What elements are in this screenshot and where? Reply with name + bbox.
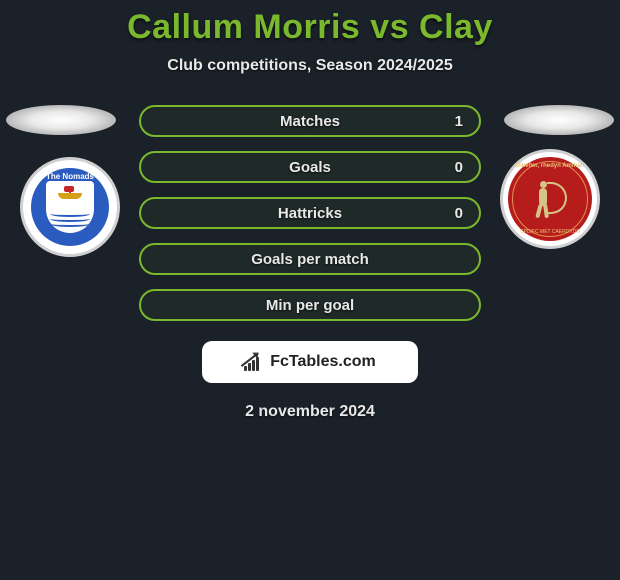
banner-left bbox=[6, 105, 116, 135]
stat-label: Goals per match bbox=[251, 251, 369, 268]
badge-right-label-bottom: CPD/FC MET CAERDYDD bbox=[515, 229, 585, 235]
stat-value-right: 0 bbox=[455, 205, 463, 222]
stat-row: Goals 0 bbox=[139, 151, 481, 183]
brand-pill[interactable]: FcTables.com bbox=[202, 341, 418, 383]
stat-label: Matches bbox=[280, 113, 340, 130]
stat-row: Hattricks 0 bbox=[139, 197, 481, 229]
root: Callum Morris vs Clay Club competitions,… bbox=[0, 0, 620, 421]
banner-right bbox=[504, 105, 614, 135]
club-badge-right: Dinefwr, rhedyn Amman CPD/FC MET CAERDYD… bbox=[500, 149, 600, 249]
badge-right-label-top: Dinefwr, rhedyn Amman bbox=[515, 163, 585, 169]
waves-icon bbox=[50, 211, 90, 227]
page-title: Callum Morris vs Clay bbox=[0, 8, 620, 47]
stat-label: Min per goal bbox=[266, 297, 354, 314]
archer-icon bbox=[529, 178, 571, 220]
badge-left-label: The Nomads bbox=[46, 172, 94, 181]
club-badge-left: The Nomads bbox=[20, 157, 120, 257]
shield-icon bbox=[46, 181, 94, 233]
chart-arrow-icon bbox=[244, 353, 264, 371]
content-area: The Nomads bbox=[0, 105, 620, 321]
stat-row: Goals per match bbox=[139, 243, 481, 275]
stat-value-right: 1 bbox=[455, 113, 463, 130]
subtitle: Club competitions, Season 2024/2025 bbox=[0, 57, 620, 75]
stats-list: Matches 1 Goals 0 Hattricks 0 Goals per … bbox=[139, 105, 481, 321]
date-label: 2 november 2024 bbox=[0, 403, 620, 421]
stat-value-right: 0 bbox=[455, 159, 463, 176]
brand-label: FcTables.com bbox=[270, 353, 376, 371]
club-badge-right-inner: Dinefwr, rhedyn Amman CPD/FC MET CAERDYD… bbox=[508, 157, 592, 241]
stat-label: Goals bbox=[289, 159, 331, 176]
club-badge-left-inner: The Nomads bbox=[31, 168, 109, 246]
stat-row: Matches 1 bbox=[139, 105, 481, 137]
stat-row: Min per goal bbox=[139, 289, 481, 321]
stat-label: Hattricks bbox=[278, 205, 342, 222]
ship-icon bbox=[58, 187, 82, 199]
